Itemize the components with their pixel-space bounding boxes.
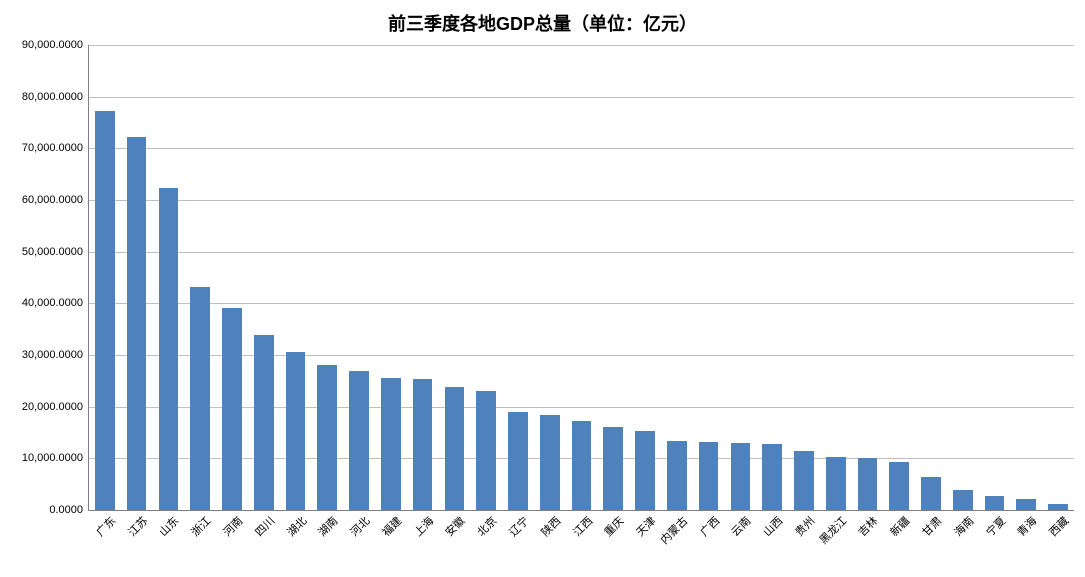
- bar: [826, 457, 846, 510]
- gdp-bar-chart: 前三季度各地GDP总量（单位：亿元） 0.000010,000.000020,0…: [0, 0, 1085, 577]
- bar: [540, 415, 560, 510]
- bar: [222, 308, 242, 510]
- x-axis-label: 福建: [375, 510, 405, 540]
- bar: [413, 379, 433, 510]
- x-axis-label: 浙江: [185, 510, 215, 540]
- x-axis-label: 新疆: [884, 510, 914, 540]
- gridline: [89, 45, 1074, 46]
- y-axis-label: 0.0000: [49, 504, 83, 516]
- bar: [286, 352, 306, 510]
- y-axis-label: 70,000.0000: [22, 142, 83, 154]
- x-axis-label: 海南: [947, 510, 977, 540]
- y-axis-label: 40,000.0000: [22, 297, 83, 309]
- gridline: [89, 97, 1074, 98]
- gridline: [89, 252, 1074, 253]
- x-axis-label: 江西: [566, 510, 596, 540]
- bar: [762, 444, 782, 510]
- bar: [858, 458, 878, 510]
- bar: [699, 442, 719, 510]
- x-axis-label: 河南: [216, 510, 246, 540]
- bar: [508, 412, 528, 510]
- bar: [317, 365, 337, 510]
- bar: [476, 391, 496, 511]
- x-axis-label: 安徽: [439, 510, 469, 540]
- x-axis-label: 湖南: [312, 510, 342, 540]
- x-axis-label: 吉林: [852, 510, 882, 540]
- x-axis-label: 江苏: [121, 510, 151, 540]
- y-axis-label: 60,000.0000: [22, 194, 83, 206]
- x-axis-label: 广东: [89, 510, 119, 540]
- x-axis-label: 黑龙江: [812, 510, 849, 547]
- bar: [1016, 499, 1036, 510]
- bar: [667, 441, 687, 510]
- bar: [95, 111, 115, 510]
- bar: [349, 371, 369, 510]
- x-axis-label: 辽宁: [502, 510, 532, 540]
- gridline: [89, 148, 1074, 149]
- bar: [445, 387, 465, 510]
- bar: [603, 427, 623, 510]
- x-axis-label: 上海: [407, 510, 437, 540]
- gridline: [89, 303, 1074, 304]
- x-axis-label: 北京: [471, 510, 501, 540]
- x-axis-label: 内蒙古: [653, 510, 690, 547]
- y-axis-label: 30,000.0000: [22, 349, 83, 361]
- x-axis-label: 陕西: [534, 510, 564, 540]
- bar: [381, 378, 401, 510]
- bar: [254, 335, 274, 510]
- x-axis-label: 湖北: [280, 510, 310, 540]
- x-axis-label: 重庆: [598, 510, 628, 540]
- plot-area: 0.000010,000.000020,000.000030,000.00004…: [88, 45, 1074, 511]
- gridline: [89, 200, 1074, 201]
- x-axis-label: 甘肃: [915, 510, 945, 540]
- bar: [190, 287, 210, 510]
- bar: [985, 496, 1005, 510]
- chart-title: 前三季度各地GDP总量（单位：亿元）: [0, 10, 1085, 36]
- y-axis-label: 50,000.0000: [22, 246, 83, 258]
- bar: [953, 490, 973, 510]
- x-axis-label: 四川: [248, 510, 278, 540]
- y-axis-label: 10,000.0000: [22, 452, 83, 464]
- y-axis-label: 80,000.0000: [22, 91, 83, 103]
- bar: [794, 451, 814, 510]
- x-axis-label: 西藏: [1043, 510, 1073, 540]
- x-axis-label: 山东: [153, 510, 183, 540]
- y-axis-label: 90,000.0000: [22, 39, 83, 51]
- bar: [889, 462, 909, 510]
- bar: [572, 421, 592, 510]
- x-axis-label: 山西: [757, 510, 787, 540]
- bar: [159, 188, 179, 510]
- x-axis-label: 河北: [344, 510, 374, 540]
- x-axis-label: 广西: [693, 510, 723, 540]
- bar: [127, 137, 147, 510]
- bar: [635, 431, 655, 510]
- x-axis-label: 宁夏: [979, 510, 1009, 540]
- y-axis-label: 20,000.0000: [22, 401, 83, 413]
- bar: [921, 477, 941, 510]
- bar: [731, 443, 751, 510]
- x-axis-label: 青海: [1011, 510, 1041, 540]
- x-axis-label: 云南: [725, 510, 755, 540]
